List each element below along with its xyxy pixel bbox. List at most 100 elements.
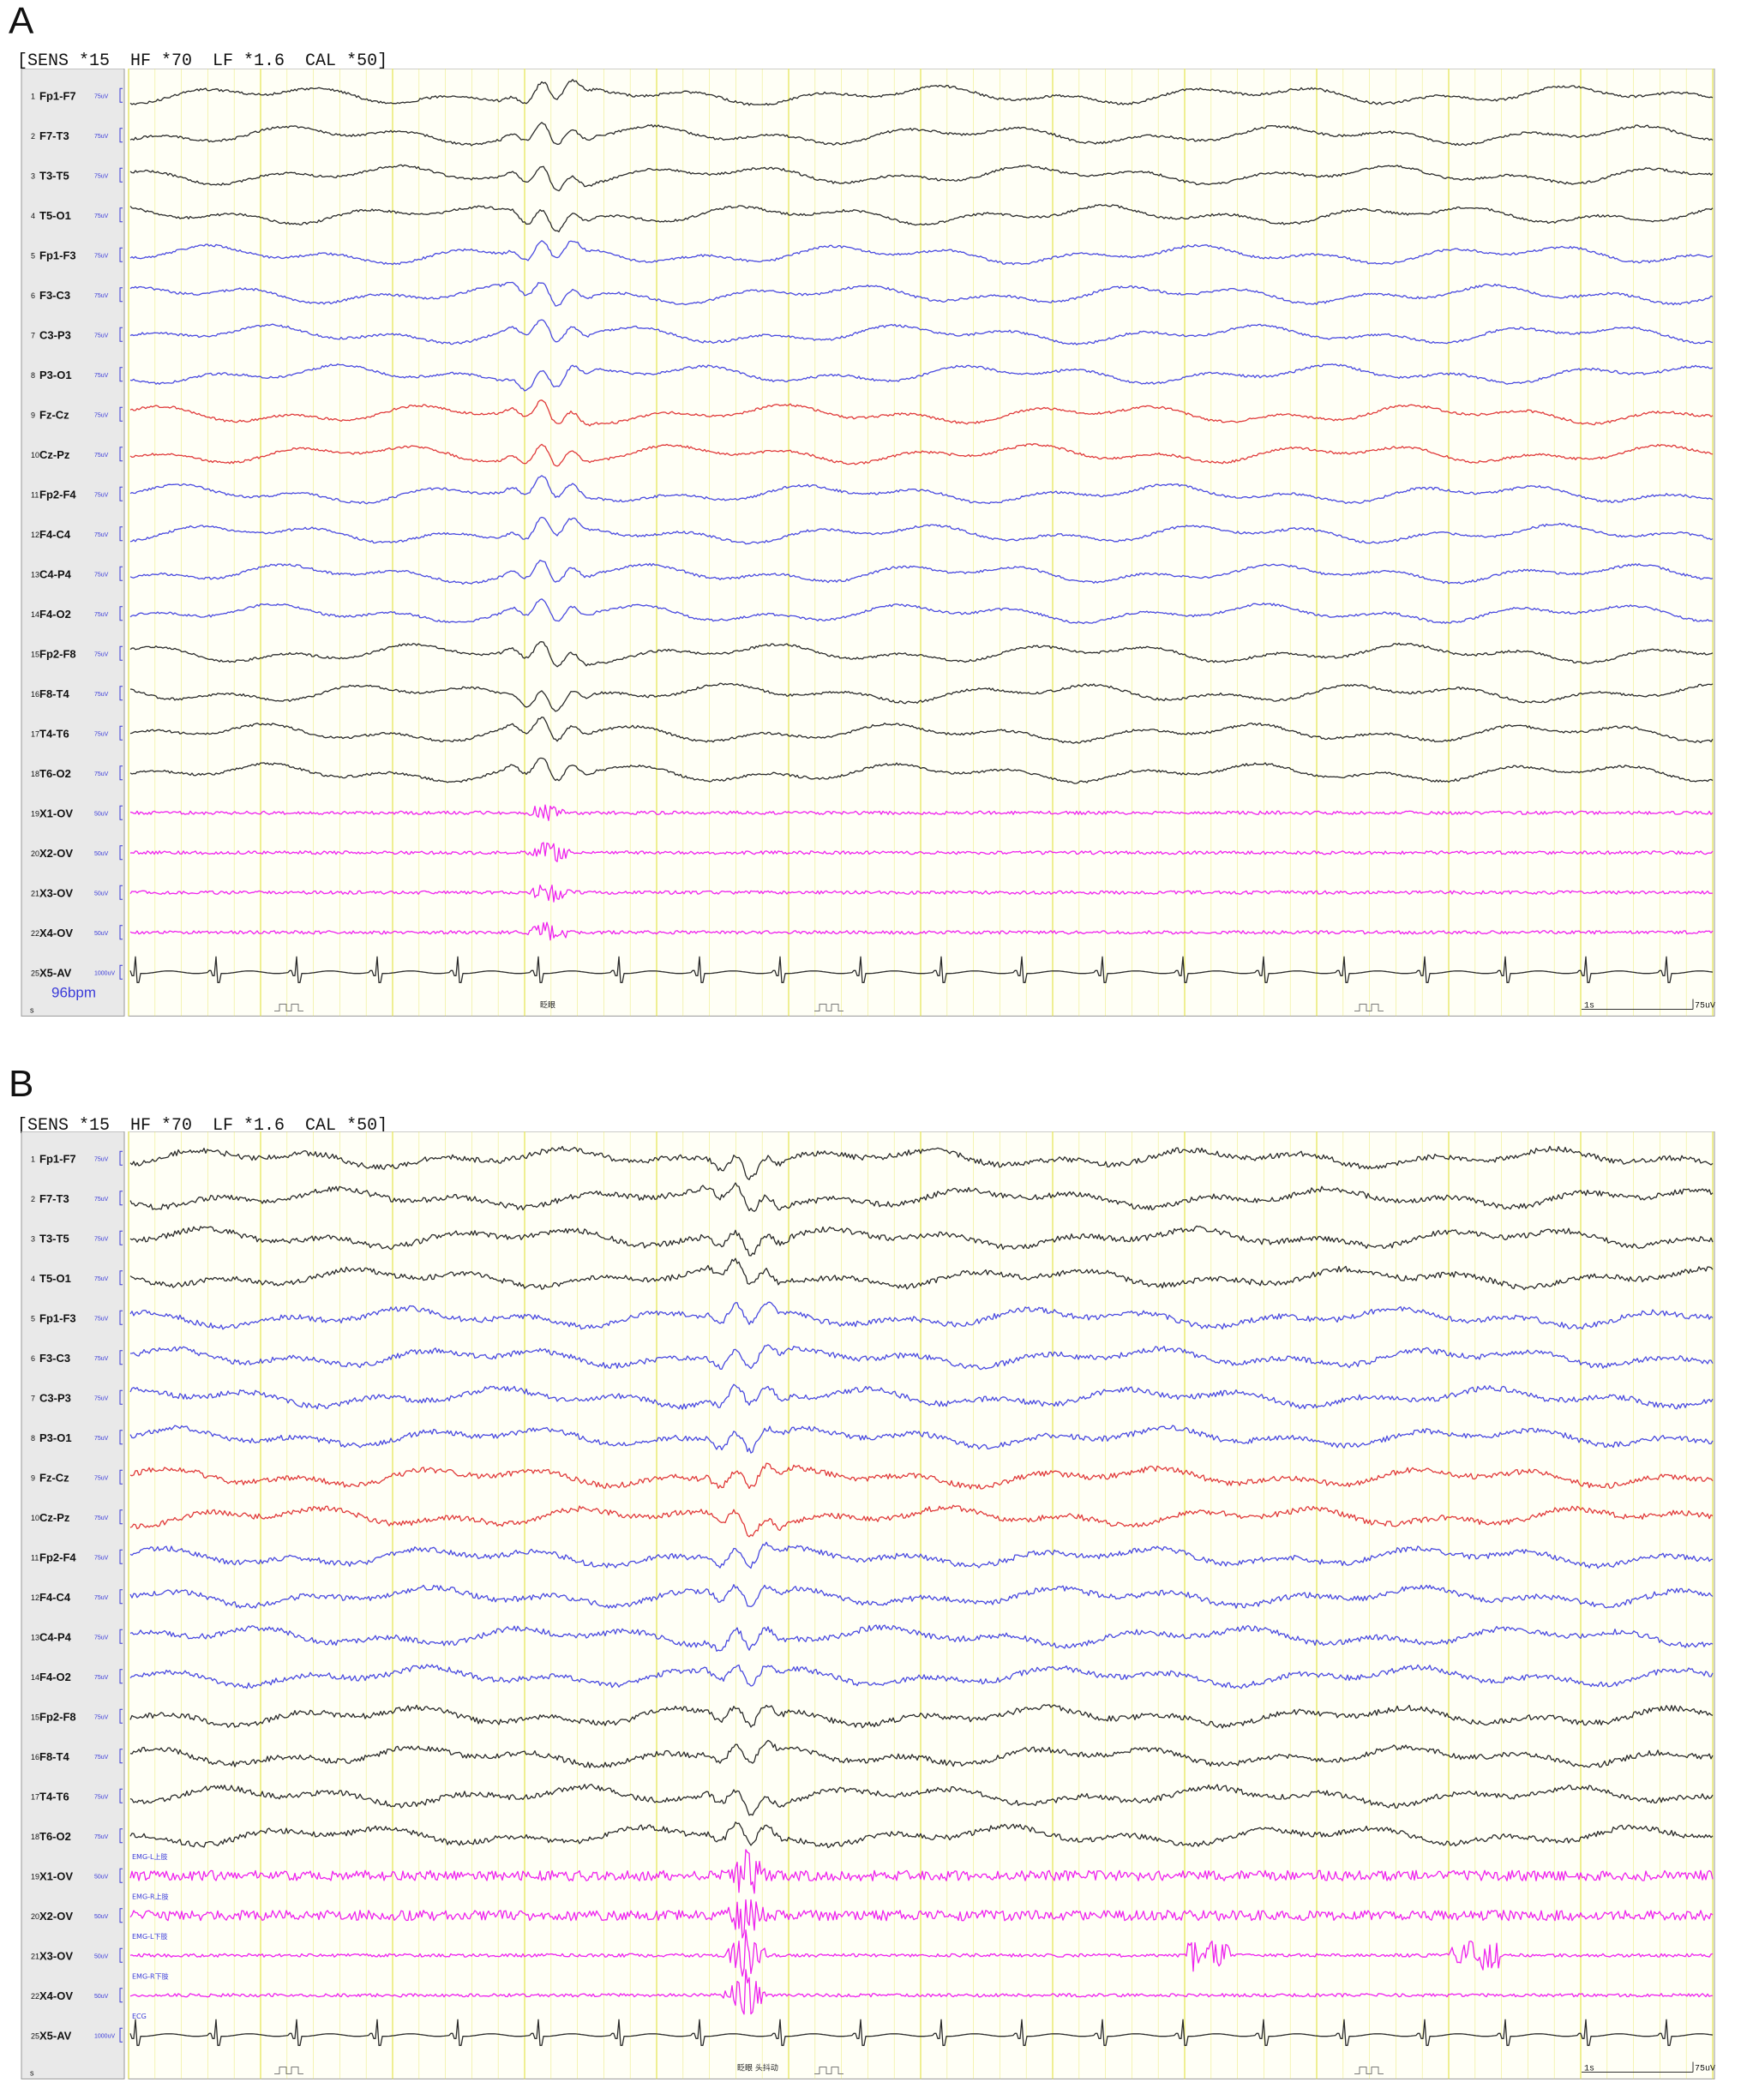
channel-number: 1 xyxy=(31,1155,35,1163)
trace-fp2-f8 xyxy=(129,1704,1714,1729)
trace-f4-c4 xyxy=(129,1584,1714,1609)
channel-sensitivity: 75uV xyxy=(94,213,109,219)
channel-number: 14 xyxy=(31,1673,39,1682)
channel-sensitivity: 50uV xyxy=(94,1874,109,1880)
cal-bracket-icon xyxy=(119,207,123,223)
trace-x3-ov xyxy=(129,1929,1714,1977)
trace-p3-o1 xyxy=(129,1425,1714,1454)
channel-f4-c4: 12 F4-C4 75uV xyxy=(31,516,1714,545)
cal-bracket-icon xyxy=(119,1589,123,1605)
trace-t6-o2 xyxy=(129,757,1714,784)
channel-number: 9 xyxy=(31,1473,35,1482)
channel-sensitivity: 75uV xyxy=(94,1515,109,1521)
channel-label: T5-O1 xyxy=(39,1272,71,1285)
channel-label: F3-C3 xyxy=(39,1352,70,1365)
trace-x5-av xyxy=(129,956,1714,983)
channel-label: Fz-Cz xyxy=(39,1471,69,1484)
channel-t4-t6: 17 T4-T6 75uV xyxy=(31,717,1714,744)
trace-f3-c3 xyxy=(129,1344,1714,1371)
trace-f4-c4 xyxy=(129,516,1714,545)
channel-label: T6-O2 xyxy=(39,767,71,780)
cal-bracket-icon xyxy=(119,1828,123,1844)
channel-label: Fp2-F8 xyxy=(39,1710,76,1723)
channel-c4-p4: 13 C4-P4 75uV xyxy=(31,1624,1714,1652)
channel-c4-p4: 13 C4-P4 75uV xyxy=(31,559,1714,585)
channel-f4-c4: 12 F4-C4 75uV xyxy=(31,1584,1714,1609)
channel-sensitivity: 50uV xyxy=(94,1914,109,1920)
channel-sensitivity: 75uV xyxy=(94,1395,109,1401)
trace-cz-pz xyxy=(129,443,1714,467)
grid-lines xyxy=(128,1131,1714,2079)
event-marker: 眨眼 头抖动 xyxy=(737,2063,778,2073)
cal-bracket-icon xyxy=(119,1350,123,1365)
channel-number: 19 xyxy=(31,809,39,818)
channel-label: Fz-Cz xyxy=(39,408,69,421)
channel-sensitivity: 75uV xyxy=(94,134,109,140)
channel-label: P3-O1 xyxy=(39,1431,72,1444)
channel-f8-t4: 16 F8-T4 75uV xyxy=(31,682,1714,712)
channel-label: X3-OV xyxy=(39,1949,73,1962)
channel-sensitivity: 75uV xyxy=(94,1197,109,1203)
channel-sensitivity: 75uV xyxy=(94,1834,109,1840)
amplitude-scale-label: 75uV xyxy=(1695,1002,1715,1011)
amplitude-scale-label: 75uV xyxy=(1695,2065,1715,2074)
trace-x3-ov xyxy=(129,884,1714,903)
channel-number: 16 xyxy=(31,1753,39,1761)
channel-sensitivity: 50uV xyxy=(94,1953,109,1959)
trace-f7-t3 xyxy=(129,122,1714,147)
channel-number: 8 xyxy=(31,371,35,380)
channel-label: F4-O2 xyxy=(39,608,71,621)
channel-sensitivity: 75uV xyxy=(94,1794,109,1800)
cal-bracket-icon xyxy=(119,1549,123,1564)
stim-marker xyxy=(814,1004,843,1011)
channel-number: 25 xyxy=(31,2031,39,2040)
channel-label: X3-OV xyxy=(39,886,73,899)
event-marker: 眨眼 xyxy=(540,1001,555,1011)
channel-t3-t5: 3 T3-T5 75uV xyxy=(31,1225,1714,1257)
channel-number: 5 xyxy=(31,251,35,260)
trace-x5-av xyxy=(129,2019,1714,2046)
label-column xyxy=(21,69,125,1017)
trace-x4-ov xyxy=(129,1969,1714,2015)
channel-number: 2 xyxy=(31,1195,35,1203)
channel-number: 1 xyxy=(31,92,35,100)
cal-bracket-icon xyxy=(119,1629,123,1644)
cal-bracket-icon xyxy=(119,526,123,542)
channel-f3-c3: 6 F3-C3 75uV xyxy=(31,1344,1714,1371)
grid-lines xyxy=(128,69,1714,1017)
channel-sensitivity: 75uV xyxy=(94,93,109,99)
channel-number: 21 xyxy=(31,889,39,897)
channel-label: T3-T5 xyxy=(39,1232,69,1245)
trace-x1-ov xyxy=(129,804,1714,821)
channel-fp1-f7: 1 Fp1-F7 75uV xyxy=(31,1145,1714,1180)
cal-bracket-icon xyxy=(119,1150,123,1166)
cal-bracket-icon xyxy=(119,925,123,940)
channel-label: F8-T4 xyxy=(39,687,69,700)
cal-bracket-icon xyxy=(119,327,123,342)
channel-sensitivity: 75uV xyxy=(94,731,109,737)
label-column xyxy=(21,1131,125,2079)
trace-f8-t4 xyxy=(129,682,1714,712)
trace-c3-p3 xyxy=(129,1383,1714,1410)
channel-number: 17 xyxy=(31,1792,39,1801)
trace-t4-t6 xyxy=(129,1784,1714,1816)
channel-sensitivity: 50uV xyxy=(94,851,109,857)
channel-label: F4-C4 xyxy=(39,1591,71,1604)
channel-x1-ov: 19 X1-OV 50uV xyxy=(31,1849,1714,1894)
channel-f7-t3: 2 F7-T3 75uV xyxy=(31,122,1714,147)
channel-f8-t4: 16 F8-T4 75uV xyxy=(31,1739,1714,1768)
cal-bracket-icon xyxy=(119,1509,123,1525)
channel-x2-ov: 20 X2-OV 50uV xyxy=(31,842,1714,862)
channel-c3-p3: 7 C3-P3 75uV xyxy=(31,1383,1714,1410)
channel-sensitivity: 75uV xyxy=(94,492,109,498)
channel-t5-o1: 4 T5-O1 75uV xyxy=(31,1257,1714,1291)
channel-number: 15 xyxy=(31,650,39,658)
channel-x4-ov: 22 X4-OV 50uV xyxy=(31,1969,1714,2015)
cal-bracket-icon xyxy=(119,566,123,581)
channel-t6-o2: 18 T6-O2 75uV xyxy=(31,1821,1714,1849)
cal-bracket-icon xyxy=(119,1749,123,1764)
trace-x1-ov xyxy=(129,1849,1714,1894)
cal-bracket-icon xyxy=(119,1270,123,1286)
trace-c4-p4 xyxy=(129,1624,1714,1652)
cal-bracket-icon xyxy=(119,1708,123,1724)
